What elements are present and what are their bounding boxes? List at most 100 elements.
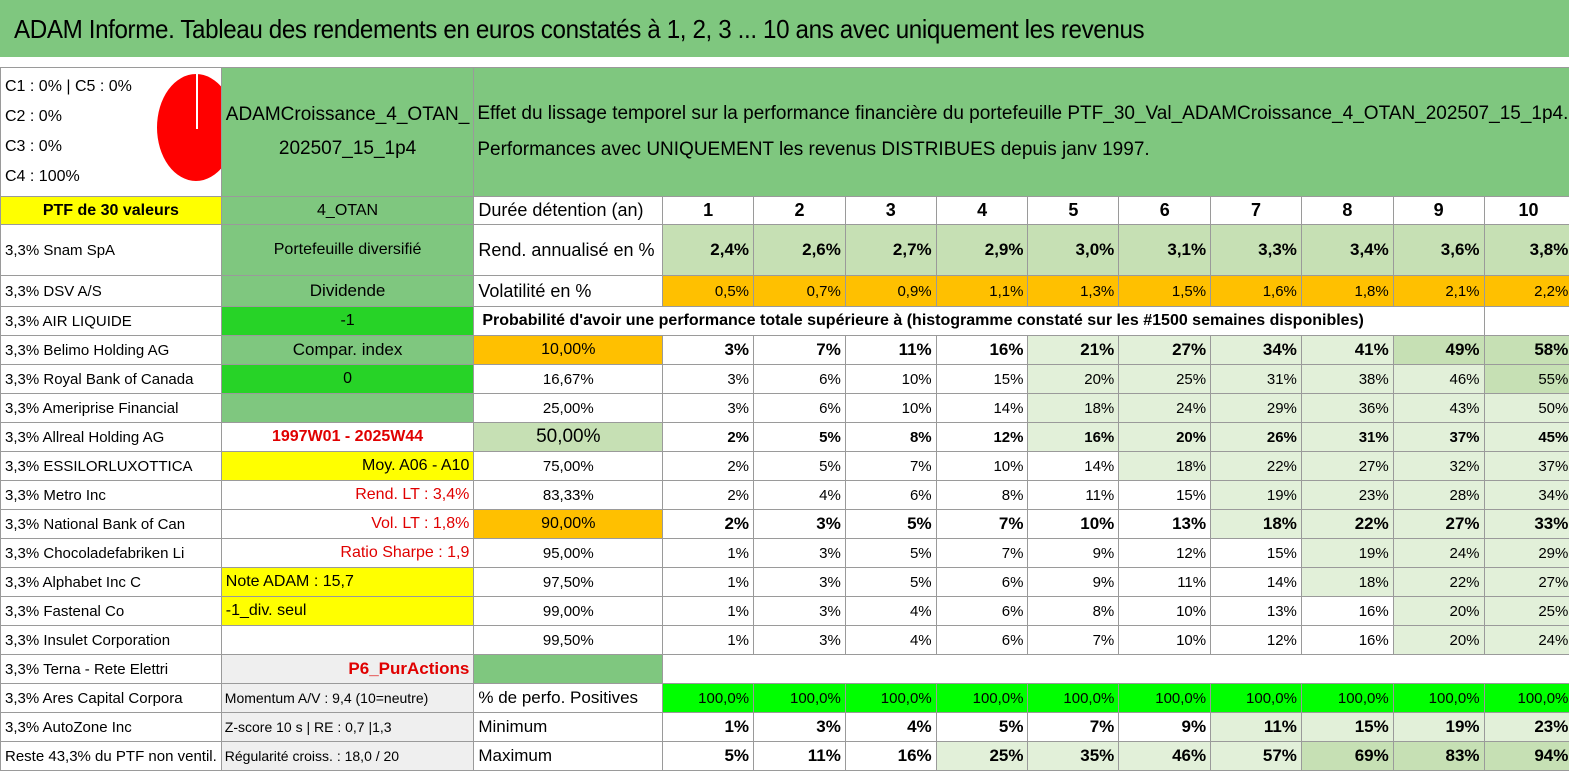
probability-cell: 45% xyxy=(1483,422,1569,452)
sharpe-label: Ratio Sharpe : 1,9 xyxy=(220,538,475,568)
zero-flag: 0 xyxy=(220,364,475,394)
probability-threshold: 83,33% xyxy=(473,480,664,510)
year-header: 8 xyxy=(1300,196,1394,225)
probability-cell: 19% xyxy=(1210,480,1302,510)
holding-row: 3,3% National Bank of Can xyxy=(0,509,222,539)
probability-cell: 36% xyxy=(1300,393,1394,423)
holding-row: 3,3% Belimo Holding AG xyxy=(0,335,222,365)
holding-row: 3,3% Fastenal Co xyxy=(0,596,222,626)
probability-cell: 18% xyxy=(1210,509,1302,539)
div-seul-label: -1_div. seul xyxy=(220,596,475,626)
probability-cell: 5% xyxy=(844,509,937,539)
probability-cell: 10% xyxy=(935,451,1029,481)
minimum-value: 9% xyxy=(1118,712,1212,742)
probability-cell: 8% xyxy=(1027,596,1120,626)
diversified-label: Portefeuille diversifié xyxy=(220,224,475,276)
dividend-label: Dividende xyxy=(220,275,475,307)
minimum-value: 5% xyxy=(935,712,1029,742)
probability-cell: 41% xyxy=(1300,335,1394,365)
probability-threshold: 25,00% xyxy=(473,393,664,423)
probability-cell: 27% xyxy=(1392,509,1485,539)
period-label: 1997W01 - 2025W44 xyxy=(220,422,475,452)
return-value: 2,7% xyxy=(844,224,937,276)
return-value: 3,1% xyxy=(1118,224,1212,276)
volatility-value: 0,9% xyxy=(844,275,937,307)
probability-cell: 7% xyxy=(935,538,1029,568)
probability-cell: 4% xyxy=(753,480,846,510)
legend-line-1: C1 : 0% | C5 : 0% xyxy=(5,78,132,95)
probability-cell: 6% xyxy=(935,596,1029,626)
probability-cell: 22% xyxy=(1392,567,1485,597)
return-value: 2,4% xyxy=(662,224,755,276)
maximum-value: 11% xyxy=(753,741,846,771)
probability-cell: 2% xyxy=(662,509,755,539)
positives-value: 100,0% xyxy=(844,683,937,713)
probability-cell: 18% xyxy=(1300,567,1394,597)
probability-cell: 5% xyxy=(753,422,846,452)
holding-row: 3,3% Metro Inc xyxy=(0,480,222,510)
probability-cell: 27% xyxy=(1300,451,1394,481)
maximum-value: 5% xyxy=(662,741,755,771)
probability-cell: 2% xyxy=(662,422,755,452)
probability-cell: 3% xyxy=(753,596,846,626)
vol-lt-label: Vol. LT : 1,8% xyxy=(220,509,475,539)
probability-cell: 32% xyxy=(1392,451,1485,481)
probability-cell: 20% xyxy=(1118,422,1212,452)
probability-cell: 37% xyxy=(1392,422,1485,452)
allocation-legend: C1 : 0% | C5 : 0% C2 : 0% C3 : 0% C4 : 1… xyxy=(0,67,222,197)
probability-cell: 58% xyxy=(1483,335,1569,365)
probability-cell: 18% xyxy=(1027,393,1120,423)
volatility-value: 1,6% xyxy=(1210,275,1302,307)
minimum-value: 11% xyxy=(1210,712,1302,742)
maximum-value: 94% xyxy=(1483,741,1569,771)
probability-cell: 27% xyxy=(1483,567,1569,597)
probability-cell: 18% xyxy=(1118,451,1212,481)
blank-cell xyxy=(220,625,475,655)
probability-cell: 28% xyxy=(1392,480,1485,510)
blank-green-cell xyxy=(473,654,664,684)
volatility-value: 0,5% xyxy=(662,275,755,307)
minimum-value: 4% xyxy=(844,712,937,742)
year-header: 1 xyxy=(662,196,755,225)
probability-cell: 11% xyxy=(1027,480,1120,510)
duration-label: Durée détention (an) xyxy=(473,196,664,225)
holding-row: 3,3% ESSILORLUXOTTICA xyxy=(0,451,222,481)
maximum-value: 25% xyxy=(935,741,1029,771)
portfolio-count: PTF de 30 valeurs xyxy=(0,196,222,225)
probability-cell: 55% xyxy=(1483,364,1569,394)
probability-cell: 8% xyxy=(844,422,937,452)
probability-cell: 38% xyxy=(1300,364,1394,394)
probability-threshold: 99,50% xyxy=(473,625,664,655)
minimum-value: 19% xyxy=(1392,712,1485,742)
probability-cell: 3% xyxy=(662,364,755,394)
probability-cell: 9% xyxy=(1027,538,1120,568)
probability-cell: 10% xyxy=(1118,625,1212,655)
probability-cell: 7% xyxy=(753,335,846,365)
probability-cell: 7% xyxy=(1027,625,1120,655)
probability-cell: 49% xyxy=(1392,335,1485,365)
probability-cell: 22% xyxy=(1210,451,1302,481)
probability-cell: 2% xyxy=(662,480,755,510)
probability-cell: 16% xyxy=(1300,596,1394,626)
minimum-label: Minimum xyxy=(473,712,664,742)
title-bar: ADAM Informe. Tableau des rendements en … xyxy=(0,0,1569,62)
maximum-label: Maximum xyxy=(473,741,664,771)
return-value: 2,9% xyxy=(935,224,1029,276)
holding-row: 3,3% DSV A/S xyxy=(0,275,222,307)
probability-cell: 14% xyxy=(1027,451,1120,481)
probability-cell: 16% xyxy=(935,335,1029,365)
pie-slice-divider xyxy=(196,74,198,129)
probability-threshold: 50,00% xyxy=(473,422,664,452)
probability-cell: 14% xyxy=(1210,567,1302,597)
probability-cell: 6% xyxy=(935,625,1029,655)
holding-row: 3,3% Insulet Corporation xyxy=(0,625,222,655)
positives-value: 100,0% xyxy=(1483,683,1569,713)
volatility-label: Volatilité en % xyxy=(473,275,664,307)
probability-cell: 10% xyxy=(1118,596,1212,626)
empty-cell xyxy=(1483,306,1569,336)
volatility-value: 1,5% xyxy=(1118,275,1212,307)
volatility-value: 0,7% xyxy=(753,275,846,307)
probability-cell: 33% xyxy=(1483,509,1569,539)
holding-row: 3,3% Royal Bank of Canada xyxy=(0,364,222,394)
return-value: 3,3% xyxy=(1210,224,1302,276)
